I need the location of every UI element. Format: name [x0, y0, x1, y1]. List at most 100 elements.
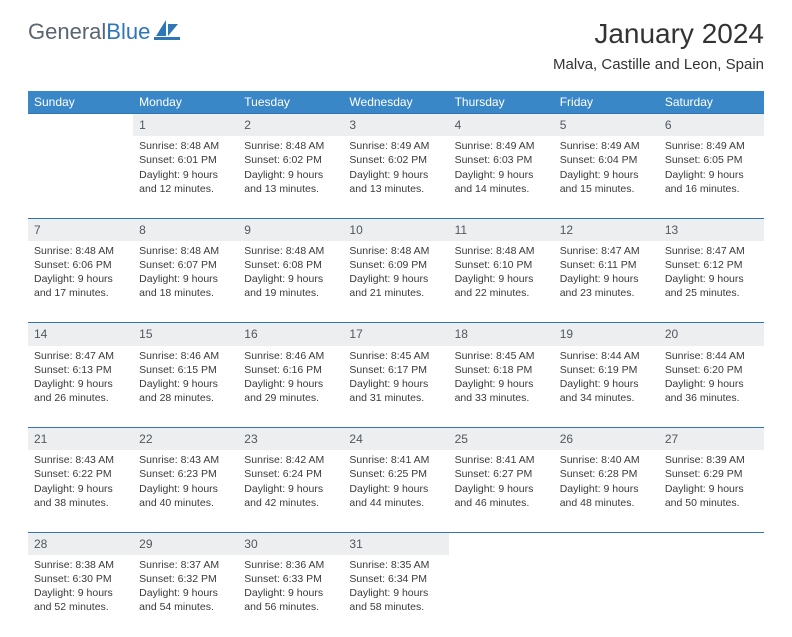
sunrise-line: Sunrise: 8:40 AM	[560, 453, 653, 467]
day-number-cell: 9	[238, 218, 343, 241]
day-details-cell: Sunrise: 8:41 AMSunset: 6:25 PMDaylight:…	[343, 450, 448, 532]
logo: GeneralBlue	[28, 18, 180, 45]
day-details-cell	[554, 555, 659, 637]
sunrise-line: Sunrise: 8:49 AM	[455, 139, 548, 153]
daylight-line: Daylight: 9 hours and 33 minutes.	[455, 377, 548, 405]
day-number-cell: 2	[238, 114, 343, 137]
sunrise-line: Sunrise: 8:47 AM	[34, 349, 127, 363]
day-details-cell: Sunrise: 8:48 AMSunset: 6:06 PMDaylight:…	[28, 241, 133, 323]
day-details-cell	[28, 136, 133, 218]
day-details-cell: Sunrise: 8:47 AMSunset: 6:12 PMDaylight:…	[659, 241, 764, 323]
daylight-line: Daylight: 9 hours and 17 minutes.	[34, 272, 127, 300]
daylight-line: Daylight: 9 hours and 19 minutes.	[244, 272, 337, 300]
sunrise-line: Sunrise: 8:49 AM	[665, 139, 758, 153]
sunset-line: Sunset: 6:10 PM	[455, 258, 548, 272]
daylight-line: Daylight: 9 hours and 52 minutes.	[34, 586, 127, 614]
day-details-cell: Sunrise: 8:35 AMSunset: 6:34 PMDaylight:…	[343, 555, 448, 637]
weekday-header-row: Sunday Monday Tuesday Wednesday Thursday…	[28, 91, 764, 114]
sunset-line: Sunset: 6:15 PM	[139, 363, 232, 377]
sunset-line: Sunset: 6:12 PM	[665, 258, 758, 272]
sunrise-line: Sunrise: 8:35 AM	[349, 558, 442, 572]
sunset-line: Sunset: 6:06 PM	[34, 258, 127, 272]
location-text: Malva, Castille and Leon, Spain	[553, 56, 764, 73]
sunset-line: Sunset: 6:11 PM	[560, 258, 653, 272]
day-number-cell: 4	[449, 114, 554, 137]
weekday-header: Monday	[133, 91, 238, 114]
daylight-line: Daylight: 9 hours and 23 minutes.	[560, 272, 653, 300]
sunrise-line: Sunrise: 8:48 AM	[455, 244, 548, 258]
day-details-cell: Sunrise: 8:40 AMSunset: 6:28 PMDaylight:…	[554, 450, 659, 532]
sunset-line: Sunset: 6:07 PM	[139, 258, 232, 272]
daylight-line: Daylight: 9 hours and 29 minutes.	[244, 377, 337, 405]
calendar-table: Sunday Monday Tuesday Wednesday Thursday…	[28, 91, 764, 637]
header: GeneralBlue January 2024 Malva, Castille…	[0, 0, 792, 81]
day-number-cell	[554, 532, 659, 555]
daynum-row: 21222324252627	[28, 428, 764, 451]
day-details-cell: Sunrise: 8:45 AMSunset: 6:17 PMDaylight:…	[343, 346, 448, 428]
weekday-header: Thursday	[449, 91, 554, 114]
sunrise-line: Sunrise: 8:49 AM	[349, 139, 442, 153]
sunset-line: Sunset: 6:23 PM	[139, 467, 232, 481]
logo-text: GeneralBlue	[28, 19, 150, 45]
details-row: Sunrise: 8:48 AMSunset: 6:01 PMDaylight:…	[28, 136, 764, 218]
day-number-cell: 14	[28, 323, 133, 346]
day-details-cell: Sunrise: 8:48 AMSunset: 6:09 PMDaylight:…	[343, 241, 448, 323]
logo-text-gray: General	[28, 19, 106, 44]
sunset-line: Sunset: 6:03 PM	[455, 153, 548, 167]
day-number-cell: 23	[238, 428, 343, 451]
sunset-line: Sunset: 6:05 PM	[665, 153, 758, 167]
details-row: Sunrise: 8:43 AMSunset: 6:22 PMDaylight:…	[28, 450, 764, 532]
day-details-cell	[659, 555, 764, 637]
day-number-cell: 15	[133, 323, 238, 346]
daylight-line: Daylight: 9 hours and 38 minutes.	[34, 482, 127, 510]
weekday-header: Tuesday	[238, 91, 343, 114]
day-details-cell: Sunrise: 8:37 AMSunset: 6:32 PMDaylight:…	[133, 555, 238, 637]
logo-sail-icon	[154, 18, 180, 45]
day-details-cell: Sunrise: 8:42 AMSunset: 6:24 PMDaylight:…	[238, 450, 343, 532]
day-details-cell: Sunrise: 8:41 AMSunset: 6:27 PMDaylight:…	[449, 450, 554, 532]
sunset-line: Sunset: 6:02 PM	[349, 153, 442, 167]
day-details-cell: Sunrise: 8:49 AMSunset: 6:05 PMDaylight:…	[659, 136, 764, 218]
daylight-line: Daylight: 9 hours and 26 minutes.	[34, 377, 127, 405]
sunrise-line: Sunrise: 8:45 AM	[455, 349, 548, 363]
day-details-cell: Sunrise: 8:39 AMSunset: 6:29 PMDaylight:…	[659, 450, 764, 532]
sunrise-line: Sunrise: 8:48 AM	[139, 139, 232, 153]
day-number-cell: 31	[343, 532, 448, 555]
day-details-cell: Sunrise: 8:47 AMSunset: 6:11 PMDaylight:…	[554, 241, 659, 323]
sunrise-line: Sunrise: 8:38 AM	[34, 558, 127, 572]
day-number-cell: 1	[133, 114, 238, 137]
day-details-cell: Sunrise: 8:49 AMSunset: 6:02 PMDaylight:…	[343, 136, 448, 218]
daylight-line: Daylight: 9 hours and 46 minutes.	[455, 482, 548, 510]
day-number-cell: 30	[238, 532, 343, 555]
sunrise-line: Sunrise: 8:48 AM	[244, 244, 337, 258]
day-number-cell: 26	[554, 428, 659, 451]
daynum-row: 14151617181920	[28, 323, 764, 346]
day-details-cell: Sunrise: 8:48 AMSunset: 6:07 PMDaylight:…	[133, 241, 238, 323]
sunset-line: Sunset: 6:08 PM	[244, 258, 337, 272]
daylight-line: Daylight: 9 hours and 44 minutes.	[349, 482, 442, 510]
daylight-line: Daylight: 9 hours and 28 minutes.	[139, 377, 232, 405]
sunrise-line: Sunrise: 8:37 AM	[139, 558, 232, 572]
sunset-line: Sunset: 6:29 PM	[665, 467, 758, 481]
day-number-cell: 8	[133, 218, 238, 241]
weekday-header: Sunday	[28, 91, 133, 114]
sunrise-line: Sunrise: 8:39 AM	[665, 453, 758, 467]
day-details-cell	[449, 555, 554, 637]
day-number-cell: 25	[449, 428, 554, 451]
weekday-header: Friday	[554, 91, 659, 114]
daylight-line: Daylight: 9 hours and 16 minutes.	[665, 168, 758, 196]
day-number-cell: 6	[659, 114, 764, 137]
sunrise-line: Sunrise: 8:47 AM	[560, 244, 653, 258]
daynum-row: 123456	[28, 114, 764, 137]
sunrise-line: Sunrise: 8:36 AM	[244, 558, 337, 572]
day-number-cell: 27	[659, 428, 764, 451]
details-row: Sunrise: 8:38 AMSunset: 6:30 PMDaylight:…	[28, 555, 764, 637]
daylight-line: Daylight: 9 hours and 21 minutes.	[349, 272, 442, 300]
daylight-line: Daylight: 9 hours and 50 minutes.	[665, 482, 758, 510]
day-number-cell: 17	[343, 323, 448, 346]
daylight-line: Daylight: 9 hours and 18 minutes.	[139, 272, 232, 300]
month-title: January 2024	[553, 18, 764, 50]
day-details-cell: Sunrise: 8:36 AMSunset: 6:33 PMDaylight:…	[238, 555, 343, 637]
daylight-line: Daylight: 9 hours and 54 minutes.	[139, 586, 232, 614]
daynum-row: 78910111213	[28, 218, 764, 241]
